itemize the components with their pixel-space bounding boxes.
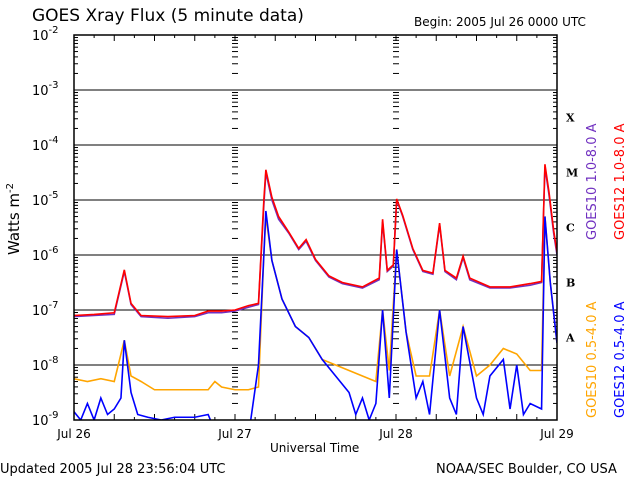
chart-title: GOES Xray Flux (5 minute data) — [32, 6, 304, 26]
y-tick-base: 10 — [32, 304, 49, 319]
y-tick-base: 10 — [32, 84, 49, 99]
y-tick-label: 10-3 — [32, 80, 59, 99]
legend-entry: GOES12 0.5-4.0 A — [613, 301, 628, 418]
y-tick-label: 10-6 — [32, 245, 59, 264]
series-line-goes12-0-5-4-0-a — [74, 210, 557, 420]
legend-entry: GOES12 1.0-8.0 A — [613, 123, 628, 240]
y-tick-label: 10-9 — [32, 410, 59, 429]
y-tick-label: 10-5 — [32, 190, 59, 209]
x-tick-label: Jul 28 — [378, 427, 413, 441]
flare-class-label: M — [566, 167, 578, 180]
x-tick-label: Jul 26 — [56, 427, 91, 441]
y-tick-label: 10-8 — [32, 355, 59, 374]
series-line-goes10-0-5-4-0-a — [74, 216, 557, 391]
x-tick-label: Jul 29 — [539, 427, 574, 441]
y-tick-base: 10 — [32, 194, 49, 209]
y-tick-base: 10 — [32, 414, 49, 429]
updated-label: Updated 2005 Jul 28 23:56:04 UTC — [0, 462, 226, 477]
y-tick-base: 10 — [32, 139, 49, 154]
flare-class-label: A — [565, 332, 575, 345]
y-tick-exp: -3 — [49, 80, 59, 91]
series-group — [74, 164, 557, 420]
series-line-goes12-1-0-8-0-a — [74, 164, 557, 318]
y-tick-label: 10-2 — [32, 25, 59, 44]
y-tick-base: 10 — [32, 29, 49, 44]
flare-class-label: C — [566, 222, 575, 235]
legend-entry: GOES10 0.5-4.0 A — [585, 301, 600, 418]
y-tick-base: 10 — [32, 359, 49, 374]
flare-class-label: X — [566, 112, 575, 125]
credit-label: NOAA/SEC Boulder, CO USA — [436, 462, 617, 477]
y-tick-label: 10-4 — [32, 135, 59, 154]
legend-entry: GOES10 1.0-8.0 A — [585, 123, 600, 240]
begin-label: Begin: 2005 Jul 26 0000 UTC — [414, 15, 586, 29]
y-tick-exp: -6 — [49, 245, 59, 256]
y-tick-exp: -9 — [49, 410, 59, 421]
y-axis-label-exp: -2 — [5, 182, 17, 193]
y-tick-base: 10 — [32, 249, 49, 264]
y-tick-exp: -5 — [49, 190, 59, 201]
y-tick-exp: -8 — [49, 355, 59, 366]
y-axis-label: Watts m-2 — [5, 183, 23, 255]
x-axis-label: Universal Time — [270, 441, 360, 455]
flare-class-label: B — [566, 277, 575, 290]
x-tick-label: Jul 27 — [217, 427, 252, 441]
y-tick-exp: -2 — [49, 25, 59, 36]
y-axis-label-text: Watts m — [5, 192, 24, 256]
plot-frame — [73, 34, 558, 421]
y-tick-exp: -4 — [49, 135, 59, 146]
y-tick-label: 10-7 — [32, 300, 59, 319]
y-tick-exp: -7 — [49, 300, 59, 311]
series-line-goes10-1-0-8-0-a — [74, 166, 557, 320]
